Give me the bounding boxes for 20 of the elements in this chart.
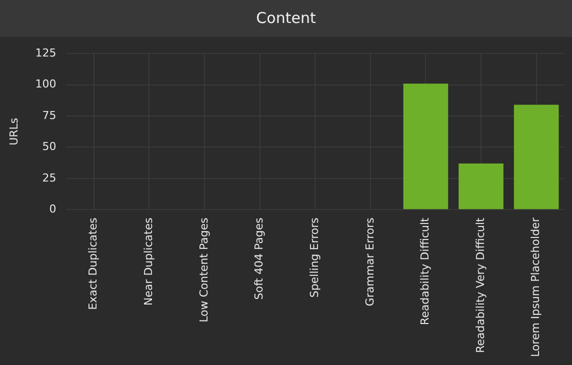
y-tick-label: 75 [42, 108, 56, 122]
x-tick-label: Lorem Ipsum Placeholder [529, 217, 542, 357]
y-tick-label: 100 [35, 78, 56, 91]
x-tick-label: Readability Very Difficult [474, 216, 487, 354]
x-tick-label: Spelling Errors [308, 217, 321, 298]
y-tick-label: 50 [42, 140, 56, 154]
x-tick-label: Near Duplicates [142, 217, 156, 306]
bar [403, 84, 448, 210]
bar [514, 104, 559, 210]
x-tick-label: Grammar Errors [363, 217, 376, 306]
x-tick-label: Readability Difficult [418, 216, 432, 326]
y-tick-label: 25 [42, 171, 56, 184]
chart-title: Content [0, 0, 572, 37]
y-axis-title: URLs [7, 118, 20, 146]
x-tick-label: Soft 404 Pages [252, 217, 266, 300]
x-tick-label: Exact Duplicates [86, 217, 100, 310]
y-tick-label: 125 [35, 46, 56, 60]
y-tick-label: 0 [49, 202, 56, 216]
x-tick-label: Low Content Pages [197, 217, 210, 322]
bar [458, 163, 504, 210]
